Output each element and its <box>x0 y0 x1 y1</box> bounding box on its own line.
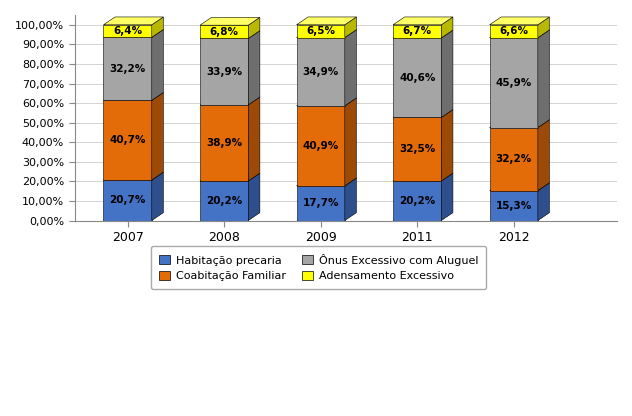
Polygon shape <box>393 173 453 181</box>
Polygon shape <box>104 37 152 100</box>
Polygon shape <box>393 17 453 25</box>
Polygon shape <box>104 25 152 37</box>
Polygon shape <box>200 173 260 181</box>
Text: 32,2%: 32,2% <box>495 154 532 164</box>
Polygon shape <box>104 172 163 180</box>
Polygon shape <box>393 25 441 38</box>
Text: 40,7%: 40,7% <box>109 135 146 145</box>
Text: 40,6%: 40,6% <box>399 73 435 83</box>
Polygon shape <box>296 37 345 106</box>
Polygon shape <box>104 17 163 25</box>
Text: 20,2%: 20,2% <box>206 196 242 206</box>
Text: 32,5%: 32,5% <box>399 144 435 154</box>
Polygon shape <box>345 17 356 37</box>
Polygon shape <box>345 30 356 106</box>
Text: 33,9%: 33,9% <box>206 67 242 77</box>
Polygon shape <box>152 172 163 220</box>
Text: 20,7%: 20,7% <box>109 195 146 205</box>
Polygon shape <box>152 30 163 100</box>
Polygon shape <box>490 183 549 191</box>
Polygon shape <box>393 109 453 117</box>
Polygon shape <box>296 178 356 186</box>
Polygon shape <box>441 173 453 220</box>
Text: 6,8%: 6,8% <box>210 27 239 37</box>
Polygon shape <box>200 181 248 220</box>
Polygon shape <box>490 30 549 38</box>
Polygon shape <box>393 38 441 117</box>
Polygon shape <box>248 97 260 181</box>
Text: 32,2%: 32,2% <box>109 64 146 74</box>
Text: 6,6%: 6,6% <box>499 26 528 36</box>
Polygon shape <box>104 100 152 180</box>
Text: 6,7%: 6,7% <box>403 26 432 36</box>
Polygon shape <box>200 97 260 105</box>
Polygon shape <box>296 186 345 220</box>
Polygon shape <box>152 17 163 37</box>
Polygon shape <box>345 178 356 220</box>
Polygon shape <box>441 109 453 181</box>
Polygon shape <box>490 25 538 38</box>
Polygon shape <box>104 92 163 100</box>
Polygon shape <box>538 30 549 128</box>
Text: 38,9%: 38,9% <box>206 138 242 148</box>
Polygon shape <box>538 17 549 38</box>
Polygon shape <box>538 183 549 220</box>
Polygon shape <box>200 25 248 39</box>
Text: 15,3%: 15,3% <box>495 201 532 210</box>
Polygon shape <box>200 105 248 181</box>
Polygon shape <box>490 38 538 128</box>
Polygon shape <box>200 17 260 25</box>
Polygon shape <box>296 98 356 106</box>
Polygon shape <box>152 92 163 180</box>
Polygon shape <box>490 128 538 191</box>
Text: 6,4%: 6,4% <box>113 26 142 36</box>
Polygon shape <box>490 17 549 25</box>
Polygon shape <box>393 117 441 181</box>
Polygon shape <box>393 181 441 220</box>
Text: 17,7%: 17,7% <box>303 198 339 208</box>
Text: 6,5%: 6,5% <box>306 26 335 36</box>
Polygon shape <box>441 17 453 38</box>
Polygon shape <box>248 31 260 105</box>
Polygon shape <box>538 120 549 191</box>
Text: 34,9%: 34,9% <box>303 67 339 77</box>
Polygon shape <box>296 30 356 37</box>
Polygon shape <box>490 120 549 128</box>
Polygon shape <box>296 25 345 37</box>
Polygon shape <box>200 31 260 39</box>
Polygon shape <box>441 30 453 117</box>
Legend: Habitação precaria, Coabitação Familiar, Ônus Excessivo com Aluguel, Adensamento: Habitação precaria, Coabitação Familiar,… <box>151 246 486 289</box>
Polygon shape <box>490 191 538 220</box>
Polygon shape <box>393 30 453 38</box>
Polygon shape <box>296 106 345 186</box>
Text: 40,9%: 40,9% <box>303 141 339 151</box>
Polygon shape <box>104 30 163 37</box>
Polygon shape <box>200 39 248 105</box>
Polygon shape <box>104 180 152 220</box>
Polygon shape <box>345 98 356 186</box>
Polygon shape <box>296 17 356 25</box>
Text: 45,9%: 45,9% <box>495 78 532 88</box>
Text: 20,2%: 20,2% <box>399 196 435 206</box>
Polygon shape <box>248 17 260 39</box>
Polygon shape <box>248 173 260 220</box>
